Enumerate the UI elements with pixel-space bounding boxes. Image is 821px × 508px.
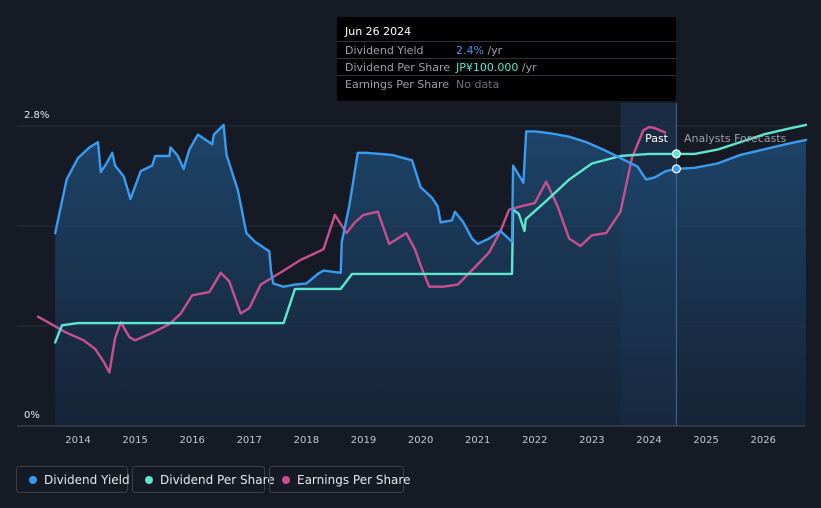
analysts-forecasts-label: Analysts Forecasts: [684, 132, 787, 145]
x-tick-label: 2015: [122, 435, 147, 446]
y-axis-top-label: 2.8%: [24, 110, 49, 121]
x-tick-label: 2018: [294, 435, 319, 446]
tooltip-label: Dividend Per Share: [345, 61, 451, 74]
x-tick-label: 2023: [579, 435, 604, 446]
x-axis-ticks: 2014 2015 2016 2017 2018 2019 2020 2021 2022 2023…: [65, 435, 776, 446]
x-tick-label: 2022: [522, 435, 547, 446]
x-tick-label: 2016: [179, 435, 204, 446]
tooltip-row-dividend-per-share: Dividend Per Share JP¥100.000 /yr: [337, 58, 676, 76]
legend-dividend-yield[interactable]: Dividend Yield: [16, 466, 130, 493]
legend-dot: [145, 476, 153, 484]
legend-label: Dividend Yield: [44, 473, 130, 487]
legend-dot: [282, 476, 290, 484]
y-axis-bottom-label: 0%: [24, 410, 40, 421]
tooltip-value: JP¥100.000 /yr: [456, 61, 537, 74]
earnings-per-share-line: [36, 125, 667, 374]
tooltip-label: Dividend Yield: [345, 44, 424, 57]
dividend-yield-marker: [671, 164, 682, 174]
tooltip-row-earnings-per-share: Earnings Per Share No data: [337, 75, 676, 93]
legend-label: Earnings Per Share: [297, 473, 411, 487]
x-tick-label: 2017: [237, 435, 262, 446]
legend-earnings-per-share[interactable]: Earnings Per Share: [269, 466, 410, 493]
x-tick-label: 2019: [351, 435, 376, 446]
tooltip-label: Earnings Per Share: [345, 78, 450, 91]
x-tick-label: 2025: [693, 435, 718, 446]
legend-dot: [29, 476, 37, 484]
dividend-per-share-marker: [671, 149, 682, 159]
tooltip-value: No data: [456, 78, 500, 91]
dividend-yield-area: [55, 124, 807, 427]
tooltip: Jun 26 2024 Dividend Yield 2.4% /yr Divi…: [337, 17, 676, 101]
x-tick-label: 2014: [65, 435, 90, 446]
x-tick-label: 2026: [750, 435, 775, 446]
x-tick-label: 2021: [465, 435, 490, 446]
tooltip-date: Jun 26 2024: [345, 25, 412, 38]
x-tick-label: 2024: [636, 435, 661, 446]
legend-dividend-per-share[interactable]: Dividend Per Share: [132, 466, 275, 493]
tooltip-row-dividend-yield: Dividend Yield 2.4% /yr: [337, 41, 676, 59]
x-tick-label: 2020: [408, 435, 433, 446]
tooltip-value: 2.4% /yr: [456, 44, 503, 57]
past-label: Past: [645, 132, 669, 145]
legend-label: Dividend Per Share: [160, 473, 275, 487]
dividend-yield-line: [54, 123, 808, 288]
